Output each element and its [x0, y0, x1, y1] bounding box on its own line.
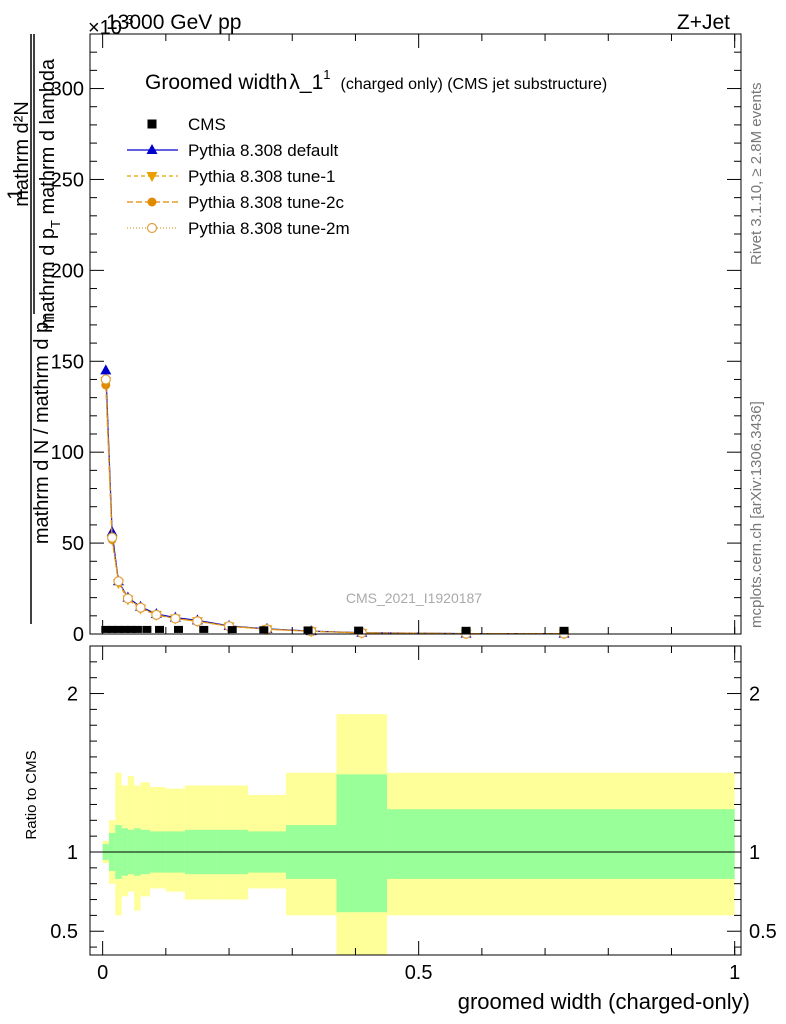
legend-marker-2	[146, 172, 158, 182]
legend-label-4: Pythia 8.308 tune-2m	[188, 219, 350, 238]
cms-point-9	[199, 625, 209, 633]
series-3-point-3	[122, 593, 134, 604]
xtick-label-2: 1	[729, 962, 740, 984]
series-3-point-4	[135, 602, 146, 613]
top-ytick-label-3: 150	[51, 351, 84, 373]
top-ytick-label-2: 100	[51, 442, 84, 464]
cms-point-5	[132, 625, 142, 633]
series-3-point-5	[151, 609, 162, 621]
xtick-label-0: 0	[97, 962, 108, 984]
ratio-ytick-label-right-1: 1	[749, 842, 760, 864]
title-lambda: λ_1	[289, 71, 323, 94]
legend: CMS Pythia 8.308 default Pythia 8.308 tune…	[127, 115, 350, 238]
series-3-point-6	[170, 613, 181, 624]
y-axis-label-inner: mathrm d²N mathrm d pT mathrm d lambda	[11, 34, 63, 329]
series-3-point-7	[192, 616, 203, 627]
top-axes: 0 50 100 150 200 250 300	[51, 33, 742, 646]
cms-point-15	[559, 626, 569, 634]
cms-point-12	[303, 626, 313, 634]
ylabel-inner-numer: mathrm d²N	[11, 101, 33, 207]
xtick-label-1: 0.5	[405, 962, 433, 984]
legend-marker-1	[146, 144, 158, 154]
ratio-bands	[102, 714, 735, 955]
series-3-point-0	[100, 374, 111, 385]
cms-point-11	[259, 626, 269, 634]
ratio-ytick-label-0: 0.5	[50, 921, 78, 943]
top-ytick-label-1: 50	[62, 533, 84, 555]
series-3-point-2	[113, 576, 124, 587]
ratio-ytick-label-right-0: 0.5	[749, 921, 777, 943]
ratio-ytick-label-right-2: 2	[749, 684, 760, 706]
legend-marker-0	[147, 119, 157, 129]
legend-marker-4	[146, 222, 158, 234]
cms-point-10	[227, 626, 237, 634]
cms-point-6	[142, 625, 152, 633]
top-ytick-label-4: 200	[51, 260, 84, 282]
cms-point-1	[107, 625, 117, 633]
ratio-frame	[89, 645, 742, 956]
legend-label-1: Pythia 8.308 default	[188, 141, 339, 160]
cms-point-3	[120, 625, 130, 633]
cms-point-2	[113, 625, 123, 633]
cms-points	[101, 625, 569, 634]
series-line-2	[105, 384, 565, 635]
top-ytick-label-5: 250	[51, 169, 84, 191]
cms-point-8	[173, 625, 183, 633]
top-ytick-label-6: 300	[51, 79, 84, 101]
header-right: Z+Jet	[677, 11, 730, 34]
series-layer	[100, 364, 570, 640]
ratio-y-label: Ratio to CMS	[23, 750, 40, 839]
series-line-3	[105, 379, 565, 635]
ratio-axes: 0.5 0.5 1 1 2 2 0 0.5 1	[50, 645, 777, 984]
ratio-ytick-label-1: 1	[67, 842, 78, 864]
series-line-1	[105, 381, 565, 635]
rivet-label: Rivet 3.1.10, ≥ 2.8M events	[748, 83, 765, 266]
stat-band-13	[336, 774, 388, 913]
ylabel-denom-one: mathrm d N / mathrm d pT	[31, 314, 57, 544]
header-left: 13000 GeV pp	[106, 11, 241, 34]
stat-band-14	[387, 809, 735, 879]
title-sub: (charged only) (CMS jet substructure)	[341, 76, 608, 93]
ratio-ytick-label-2: 2	[67, 684, 78, 706]
cms-point-4	[126, 625, 136, 633]
legend-label-0: CMS	[188, 115, 226, 134]
cms-point-7	[155, 625, 165, 633]
mcplots-label: mcplots.cern.ch [arXiv:1306.3436]	[748, 401, 765, 628]
legend-label-3: Pythia 8.308 tune-2c	[188, 193, 344, 212]
ylabel-inner-denom-sub: T	[48, 220, 63, 228]
cms-point-0	[101, 625, 111, 633]
ylabel-numer-one: 1	[4, 188, 27, 200]
legend-marker-3	[147, 197, 157, 207]
header-exponent: ×10-3	[88, 12, 134, 39]
ylabel-inner-denom: mathrm d pT mathrm d lambda	[37, 58, 63, 329]
top-frame	[89, 33, 742, 635]
ylabel-denom-one-sub: T	[42, 314, 57, 322]
series-0-point-0	[100, 364, 112, 375]
plot-title: Groomed widthλ_11(charged only) (CMS jet…	[145, 67, 607, 94]
series-3-point-1	[107, 532, 118, 543]
cms-point-13	[354, 626, 364, 634]
watermark: CMS_2021_I1920187	[346, 590, 482, 606]
cms-point-14	[461, 626, 471, 634]
legend-label-2: Pythia 8.308 tune-1	[188, 167, 335, 186]
x-axis-label: groomed width (charged-only)	[458, 989, 750, 1014]
title-sup: 1	[323, 67, 330, 82]
top-ytick-label-0: 0	[73, 624, 84, 646]
series-line-0	[105, 370, 565, 635]
y-axis-label: 1 mathrm d N / mathrm d pT mathrm d²N	[4, 34, 57, 624]
header-exponent-sup: -3	[122, 12, 134, 27]
